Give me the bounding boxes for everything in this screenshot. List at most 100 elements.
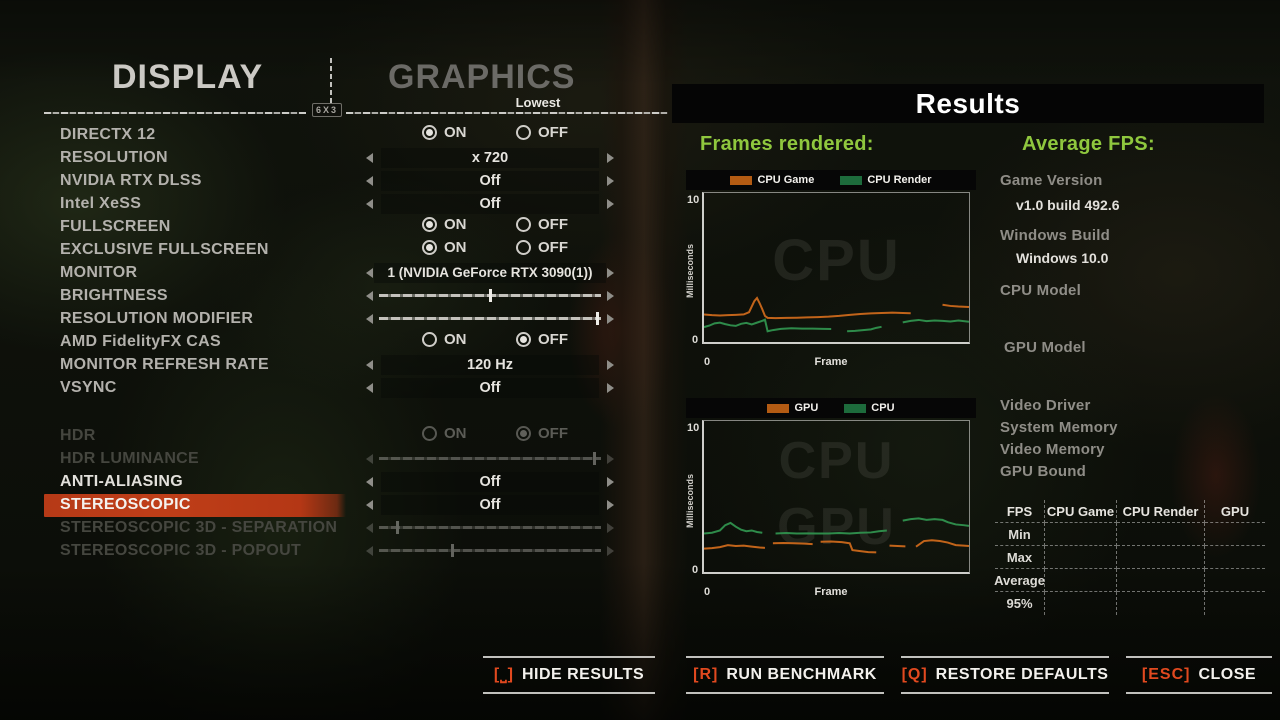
control-resolution-spinner[interactable]: x 720 — [366, 147, 614, 170]
menu-item-fidelityfx-cas[interactable]: AMD FidelityFX CAS — [60, 333, 221, 350]
control-anti-aliasing-spinner[interactable]: Off — [366, 471, 614, 494]
radio-option-on[interactable]: ON — [422, 124, 467, 141]
spinner-right-arrow-icon[interactable] — [607, 360, 614, 370]
info-label-windows-build: Windows Build — [1000, 227, 1110, 244]
radio-option-on[interactable]: ON — [422, 216, 467, 233]
control-dlss-spinner[interactable]: Off — [366, 170, 614, 193]
menu-item-monitor[interactable]: MONITOR — [60, 264, 138, 281]
menu-item-refresh-rate[interactable]: MONITOR REFRESH RATE — [60, 356, 269, 373]
control-vsync-spinner[interactable]: Off — [366, 377, 614, 400]
radio-option-on[interactable]: ON — [422, 239, 467, 256]
spinner-right-arrow-icon[interactable] — [607, 477, 614, 487]
spinner-left-arrow-icon[interactable] — [366, 199, 373, 209]
menu-item-brightness[interactable]: BRIGHTNESS — [60, 287, 168, 304]
menu-item-hdr: HDR — [60, 427, 96, 444]
control-stereoscopic-spinner[interactable]: Off — [366, 494, 614, 517]
spinner-left-arrow-icon[interactable] — [366, 268, 373, 278]
radio-icon — [422, 332, 437, 347]
radio-icon — [516, 217, 531, 232]
slider-left-arrow-icon[interactable] — [366, 291, 373, 301]
brightness-slider-track[interactable] — [379, 289, 601, 302]
menu-item-anti-aliasing[interactable]: ANTI-ALIASING — [60, 473, 184, 490]
spinner-right-arrow-icon[interactable] — [607, 153, 614, 163]
spinner-right-arrow-icon[interactable] — [607, 383, 614, 393]
radio-option-off[interactable]: OFF — [516, 124, 568, 141]
table-cell — [1205, 592, 1265, 615]
spinner-right-arrow-icon[interactable] — [607, 268, 614, 278]
radio-option-on[interactable]: ON — [422, 331, 467, 348]
slider-thumb[interactable] — [489, 289, 492, 302]
radio-option-off[interactable]: OFF — [516, 331, 568, 348]
cpu-watermark: CPU — [778, 432, 895, 490]
spinner-left-arrow-icon[interactable] — [366, 153, 373, 163]
radio-option-off[interactable]: OFF — [516, 239, 568, 256]
chart-legend: CPU Game CPU Render — [686, 170, 976, 190]
control-refresh-rate-spinner[interactable]: 120 Hz — [366, 354, 614, 377]
radio-option-off[interactable]: OFF — [516, 216, 568, 233]
info-label-system-memory: System Memory — [1000, 419, 1118, 436]
control-exclusive-fullscreen-radio: ON OFF — [366, 239, 614, 262]
x-axis-origin-tick: 0 — [704, 586, 711, 598]
menu-item-xess[interactable]: Intel XeSS — [60, 195, 142, 212]
run-benchmark-button[interactable]: [R] RUN BENCHMARK — [686, 656, 884, 694]
menu-item-stereo-popout: STEREOSCOPIC 3D - POPOUT — [60, 542, 302, 559]
resolution-modifier-slider-track[interactable] — [379, 312, 601, 325]
legend-swatch-gpu — [767, 403, 790, 413]
slider-right-arrow-icon[interactable] — [607, 291, 614, 301]
close-button[interactable]: [ESC] CLOSE — [1126, 656, 1272, 694]
hide-results-button[interactable]: [⎵] HIDE RESULTS — [483, 656, 655, 694]
radio-icon — [422, 125, 437, 140]
menu-item-exclusive-fullscreen[interactable]: EXCLUSIVE FULLSCREEN — [60, 241, 269, 258]
y-axis-label: Milliseconds — [685, 244, 695, 299]
menu-item-vsync[interactable]: VSYNC — [60, 379, 117, 396]
slider-thumb — [395, 521, 399, 534]
control-monitor-spinner[interactable]: 1 (NVIDIA GeForce RTX 3090(1)) — [366, 262, 614, 285]
display-divider — [44, 112, 306, 114]
info-value-windows-build: Windows 10.0 — [1016, 250, 1109, 266]
title-divider-vertical — [330, 58, 332, 104]
slider-left-arrow-icon — [366, 454, 373, 464]
slider-thumb[interactable] — [595, 312, 599, 325]
menu-item-resolution-modifier[interactable]: RESOLUTION MODIFIER — [60, 310, 254, 327]
table-row-min: Min — [995, 523, 1045, 546]
spinner-right-arrow-icon[interactable] — [607, 500, 614, 510]
table-cell — [1045, 592, 1117, 615]
control-stereo-separation-slider — [366, 517, 614, 540]
table-cell — [1117, 523, 1205, 546]
spinner-left-arrow-icon[interactable] — [366, 500, 373, 510]
info-label-gpu-model: GPU Model — [1004, 339, 1086, 356]
chart-legend: GPU CPU — [686, 398, 976, 418]
restore-defaults-button[interactable]: [Q] RESTORE DEFAULTS — [901, 656, 1109, 694]
graphics-preset-label: Lowest — [515, 95, 561, 110]
stereo-separation-slider-track — [379, 521, 601, 534]
spinner-right-arrow-icon[interactable] — [607, 199, 614, 209]
slider-right-arrow-icon[interactable] — [607, 314, 614, 324]
spacebar-key-icon: [⎵] — [493, 666, 514, 683]
menu-item-dlss[interactable]: NVIDIA RTX DLSS — [60, 172, 202, 189]
radio-icon — [516, 426, 531, 441]
graphics-controls-column: ON OFF x 720 Off Off ON OFF ON OFF — [366, 124, 614, 569]
radio-icon — [516, 125, 531, 140]
spinner-left-arrow-icon[interactable] — [366, 477, 373, 487]
y-axis-label: Milliseconds — [685, 474, 695, 529]
menu-item-stereoscopic-selected[interactable]: STEREOSCOPIC — [44, 494, 346, 517]
y-axis-max-tick: 10 — [687, 422, 700, 434]
esc-key-icon: [ESC] — [1141, 666, 1191, 683]
slider-left-arrow-icon[interactable] — [366, 314, 373, 324]
menu-item-resolution[interactable]: RESOLUTION — [60, 149, 168, 166]
table-row-95th: 95% — [995, 592, 1045, 615]
spinner-left-arrow-icon[interactable] — [366, 176, 373, 186]
menu-item-directx12[interactable]: DIRECTX 12 — [60, 126, 156, 143]
spinner-left-arrow-icon[interactable] — [366, 383, 373, 393]
r-key-icon: [R] — [693, 666, 719, 683]
spinner-right-arrow-icon[interactable] — [607, 176, 614, 186]
menu-item-fullscreen[interactable]: FULLSCREEN — [60, 218, 171, 235]
table-row-max: Max — [995, 546, 1045, 569]
control-xess-spinner[interactable]: Off — [366, 193, 614, 216]
spinner-left-arrow-icon[interactable] — [366, 360, 373, 370]
info-label-gpu-bound: GPU Bound — [1000, 463, 1086, 480]
q-key-icon: [Q] — [901, 666, 928, 683]
x-axis-label: Frame — [814, 586, 848, 598]
table-cell — [1117, 546, 1205, 569]
slider-right-arrow-icon — [607, 454, 614, 464]
